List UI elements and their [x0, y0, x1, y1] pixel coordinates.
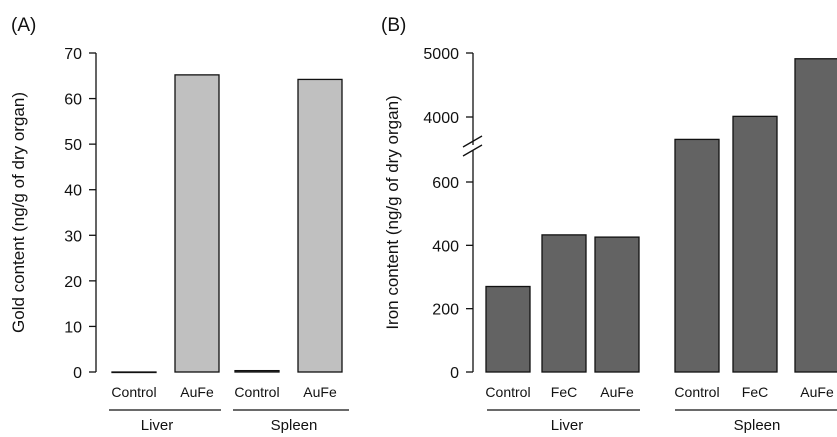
panel-a-y-tick-label-40: 40	[64, 183, 82, 200]
panel-b-category-label-spleen-aufe: AuFe	[800, 384, 834, 400]
panel-b-bar-liver-aufe	[594, 236, 640, 373]
panel-b-category-label-liver-aufe: AuFe	[600, 384, 634, 400]
panel-b-y-tick-label-4000: 4000	[423, 110, 459, 127]
panel-b-y-tick-label-0: 0	[450, 365, 459, 382]
panel-b-group-label-spleen: Spleen	[734, 417, 781, 434]
panel-a-bar-liver-control	[111, 371, 157, 374]
panel-a-y-tick-label-50: 50	[64, 137, 82, 154]
panel-b-bar-spleen-fec	[732, 115, 778, 373]
panel-b-y-tick-label-600: 600	[432, 175, 459, 192]
panel-a-group-label-spleen: Spleen	[271, 417, 318, 434]
panel-b-group-label-liver: Liver	[551, 417, 584, 434]
panel-b-y-tick-label-400: 400	[432, 238, 459, 255]
panel-b-bar-liver-control	[485, 285, 531, 373]
panel-b-bar-liver-fec	[541, 234, 587, 373]
panel-a-y-tick-label-20: 20	[64, 274, 82, 291]
panel-b-axis-break-icon	[462, 135, 483, 157]
panel-a-y-tick-label-60: 60	[64, 92, 82, 109]
panel-b-bar-spleen-control	[674, 138, 720, 373]
panel-a-label: (A)	[11, 15, 36, 36]
panel-a-y-axis-label: Gold content (ng/g of dry organ)	[9, 92, 28, 333]
panel-a-category-label-liver-control: Control	[111, 384, 156, 400]
panel-a-y-tick-label-70: 70	[64, 46, 82, 63]
panel-b-category-label-liver-fec: FeC	[551, 384, 577, 400]
panel-b-bar-spleen-aufe	[794, 58, 837, 373]
panel-b-label: (B)	[381, 15, 406, 36]
panel-b-y-axis-label: Iron content (ng/g of dry organ)	[383, 95, 402, 329]
panel-a-y-tick-label-10: 10	[64, 319, 82, 336]
panel-b-category-label-spleen-fec: FeC	[742, 384, 768, 400]
panel-a-y-tick-label-30: 30	[64, 228, 82, 245]
panel-b-y-tick-label-200: 200	[432, 302, 459, 319]
panel-a-category-label-spleen-aufe: AuFe	[303, 384, 337, 400]
panel-a-group-label-liver: Liver	[141, 417, 174, 434]
panel-b-y-tick-label-5000: 5000	[423, 46, 459, 63]
panel-b-category-label-spleen-control: Control	[674, 384, 719, 400]
panel-a-category-label-spleen-control: Control	[234, 384, 279, 400]
panel-a-bar-liver-aufe	[174, 74, 220, 373]
panel-a-category-label-liver-aufe: AuFe	[180, 384, 214, 400]
panel-a-bar-spleen-control	[234, 369, 280, 373]
panel-a-bar-spleen-aufe	[297, 78, 343, 373]
panel-a-y-tick-label-0: 0	[73, 365, 82, 382]
panel-b-category-label-liver-control: Control	[485, 384, 530, 400]
